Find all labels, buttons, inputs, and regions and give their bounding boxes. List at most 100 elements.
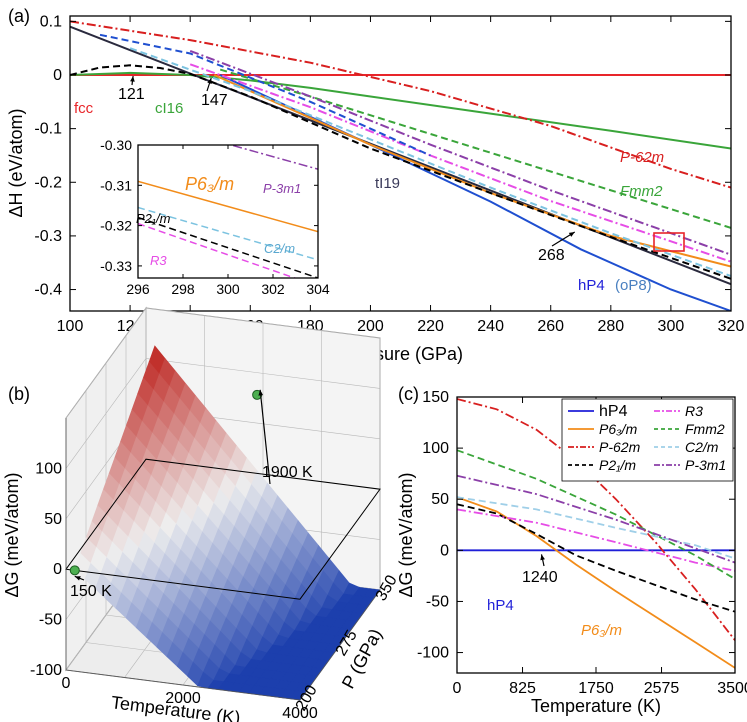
a-xtick-label-280: 280	[597, 318, 624, 335]
panel-a: 1001201401601802002202402602803003200.10…	[6, 6, 744, 364]
c-ytick-label-150: 150	[422, 389, 449, 406]
inset-xtick-label-298: 298	[171, 281, 195, 297]
panel-b-box-edges	[65, 418, 381, 701]
inset-series-r3	[138, 222, 297, 278]
c-xtick-label-1750: 1750	[578, 680, 614, 697]
c-series-p6-m	[457, 496, 735, 669]
a-ytick-label-0-1: 0.1	[40, 13, 62, 30]
panel-a-label-fmm2: Fmm2	[620, 183, 663, 200]
inset-label-r3: R3	[150, 253, 167, 268]
a-series-c2-m	[129, 47, 731, 278]
c-ytick-label-0: 0	[440, 542, 449, 559]
panel-a-label-ci16: cI16	[155, 100, 183, 117]
a-ytick-label-0-4: -0.4	[34, 282, 62, 299]
panel-a-letter: (a)	[8, 6, 30, 26]
panel-c-label-hp4: hP4	[487, 597, 514, 614]
panel-a-inset: 296 298 300 302 304 -0.30 -0.31 -0.32 -0.33 P6₃/m…	[100, 137, 330, 297]
panel-c-legend-label-p-3m1: P-3m1	[685, 457, 726, 473]
inset-series-p6-m	[138, 180, 318, 233]
c-ytick-label-50: -50	[426, 593, 449, 610]
inset-xtick-label-300: 300	[216, 281, 240, 297]
panel-b-arrow-1900k-head	[258, 389, 264, 396]
panel-a-arrow-121-head	[130, 76, 135, 82]
a-series-p-3m1	[189, 49, 731, 256]
panel-a-annotation-121: 121	[118, 86, 145, 103]
panel-b-ztick-50: 50	[44, 511, 62, 528]
panel-c-arrow-1240-head	[540, 554, 545, 561]
panel-a-label-fcc: fcc	[74, 100, 94, 117]
panel-a-zoom-box	[653, 232, 685, 252]
c-ytick-label-100: -100	[417, 645, 449, 662]
panel-c-legend-label-hp4: hP4	[599, 403, 628, 420]
c-xtick-label-2575: 2575	[644, 680, 680, 697]
inset-series-group	[138, 145, 318, 278]
a-series-r3	[189, 63, 731, 263]
a-xtick-label-300: 300	[658, 318, 685, 335]
a-xtick-label-220: 220	[417, 318, 444, 335]
panel-c-legend-label-p6-m: P6₃/m	[599, 421, 638, 437]
panel-a-annotation-147: 147	[201, 92, 228, 109]
inset-series-p-3m1	[228, 145, 318, 170]
a-series-p-62m	[70, 20, 731, 189]
a-xtick-label-240: 240	[477, 318, 504, 335]
panel-b-point-150-k	[69, 565, 80, 576]
c-ytick-label-50: 50	[431, 491, 449, 508]
c-series-c2-m	[457, 496, 735, 560]
panel-c-letter: (c)	[398, 384, 419, 404]
c-series-p2-m	[457, 503, 735, 613]
panel-b-point-label-150-k: 150 K	[70, 583, 112, 600]
panel-c-legend-label-fmm2: Fmm2	[685, 421, 725, 437]
panel-b-arrow-150k-head	[74, 576, 81, 581]
panel-c-legend-box	[561, 398, 734, 482]
a-xtick-label-260: 260	[537, 318, 564, 335]
a-ytick-label-0: 0	[53, 67, 62, 84]
panel-c-legend-label-p2-m: P2₁/m	[599, 457, 636, 473]
a-ytick-label-0-1: -0.1	[34, 121, 62, 138]
a-series-fmm2	[219, 68, 731, 229]
panel-b-zlabel: ΔG (meV/atom)	[2, 472, 22, 597]
panel-a-arrow-147-head	[207, 78, 212, 84]
c-series-group	[457, 398, 735, 669]
c-xtick-label-825: 825	[509, 680, 536, 697]
panel-c-annotation-1240: 1240	[522, 569, 558, 586]
panel-b-xtick-2000: 2000	[165, 690, 201, 707]
a-ytick-label-0-3: -0.3	[34, 228, 62, 245]
panel-a-arrow-268-head	[568, 232, 575, 237]
a-series-high-enthalpy-dashed	[99, 33, 431, 157]
inset-ytick-label-0-32: -0.32	[100, 218, 132, 234]
inset-label-c2-m: C2/m	[264, 241, 295, 256]
inset-background	[138, 145, 318, 278]
inset-xtick-label-304: 304	[306, 281, 330, 297]
a-ytick-label-0-2: -0.2	[34, 174, 62, 191]
panel-c: 0 825 1750 2575 3500 150 100 50 0 -50 -100 (c) Tempe…	[396, 384, 747, 716]
panel-a-label-p-62m: P-62m	[620, 149, 664, 166]
panel-b-point-label-1900-k: 1900 K	[262, 464, 313, 481]
a-frame	[69, 15, 732, 312]
panel-c-legend-label-p-62m: P-62m	[599, 439, 641, 455]
panel-b-surface	[74, 345, 381, 701]
inset-ytick-label-0-31: -0.31	[100, 177, 132, 193]
panel-a-label-hp4: hP4	[578, 277, 605, 294]
panel-c-legend-label-r3: R3	[685, 403, 703, 419]
a-xtick-label-200: 200	[357, 318, 384, 335]
inset-ytick-label-0-30: -0.30	[100, 137, 132, 153]
panel-b-ztick-50: -50	[39, 612, 62, 629]
a-series-p2-m	[70, 64, 731, 280]
panel-b-arrow-1900k-shaft	[259, 389, 271, 485]
inset-label-p2-m: P2₁/m	[136, 211, 171, 226]
panel-b-ztick-100: -100	[30, 662, 62, 679]
a-series-ci16	[70, 71, 731, 150]
panel-b-letter: (b)	[8, 384, 30, 404]
inset-series-p2-m	[138, 216, 318, 278]
panel-c-label-p63m: P6₃/m	[581, 622, 622, 639]
panel-b-ztick-0: 0	[53, 561, 62, 578]
c-ytick-label-100: 100	[422, 440, 449, 457]
inset-ytick-label-0-33: -0.33	[100, 258, 132, 274]
panel-c-legend-label-c2-m: C2/m	[685, 439, 719, 455]
inset-xtick-label-296: 296	[126, 281, 150, 297]
panel-b-xtick-0: 0	[62, 675, 71, 692]
c-series-p-62m	[457, 398, 735, 641]
panel-a-label-op8: (oP8)	[615, 277, 652, 294]
